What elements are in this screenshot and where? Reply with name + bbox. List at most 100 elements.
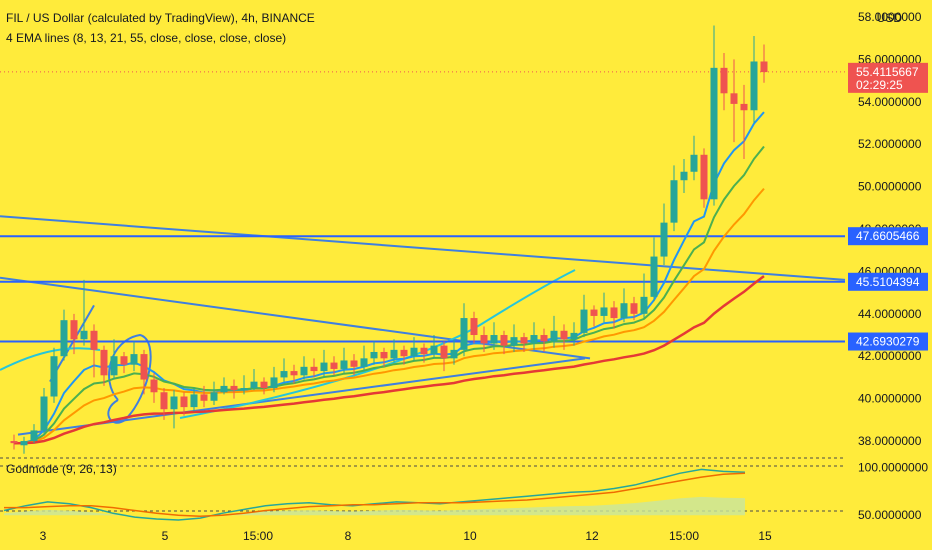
candle-7 xyxy=(70,313,78,355)
candle-body xyxy=(50,356,58,397)
candle-body xyxy=(570,332,578,340)
candle-33 xyxy=(330,356,338,376)
time-tick-label: 15:00 xyxy=(669,529,699,543)
candle-71 xyxy=(710,25,718,206)
oscillator-tick-label: 100.0000000 xyxy=(858,461,928,475)
level-label-3-bg xyxy=(848,332,928,351)
candle-31 xyxy=(310,358,318,378)
candle-body xyxy=(590,309,598,316)
candle-76 xyxy=(760,44,768,83)
candle-56 xyxy=(560,324,568,350)
level-label-1: 47.6605466 xyxy=(856,229,920,243)
candle-body xyxy=(480,335,488,344)
candle-17 xyxy=(170,390,178,429)
candle-body xyxy=(500,335,508,346)
candle-28 xyxy=(280,358,288,382)
godmode-oscillator xyxy=(3,468,746,521)
candle-body xyxy=(730,93,738,104)
candle-14 xyxy=(140,349,148,395)
candle-body xyxy=(20,441,28,446)
candle-body xyxy=(650,256,658,297)
candle-62 xyxy=(620,288,628,323)
candle-48 xyxy=(480,326,488,352)
candle-34 xyxy=(340,347,348,374)
candle-66 xyxy=(660,203,668,266)
candle-27 xyxy=(270,366,278,393)
candle-body xyxy=(310,366,318,372)
candle-body xyxy=(190,394,198,408)
candle-body xyxy=(150,379,158,393)
candle-29 xyxy=(290,364,298,384)
ema-legend[interactable]: 4 EMA lines (8, 13, 21, 55, close, close… xyxy=(6,31,287,45)
candle-39 xyxy=(390,339,398,363)
candle-43 xyxy=(430,335,438,359)
candle-38 xyxy=(380,347,388,367)
candle-body xyxy=(750,61,758,111)
level-label-2: 45.5104394 xyxy=(856,275,920,289)
candle-75 xyxy=(750,36,758,123)
candle-49 xyxy=(490,322,498,350)
candle-body xyxy=(170,396,178,410)
trendline-2 xyxy=(0,276,591,360)
candle-body xyxy=(320,362,328,372)
candle-9 xyxy=(90,324,98,378)
oscillator-slow-line xyxy=(4,472,746,517)
candle-body xyxy=(690,154,698,172)
price-tick-label: 42.0000000 xyxy=(858,349,922,363)
time-tick-label: 12 xyxy=(585,529,599,543)
candle-body xyxy=(390,349,398,359)
candle-44 xyxy=(440,341,448,372)
candle-body xyxy=(140,354,148,380)
candle-2 xyxy=(20,436,28,454)
candle-74 xyxy=(740,84,748,160)
candle-32 xyxy=(320,349,328,378)
candle-body xyxy=(230,385,238,391)
price-tick-label: 52.0000000 xyxy=(858,137,922,151)
candle-15 xyxy=(150,373,158,403)
candle-body xyxy=(120,356,128,365)
candle-4 xyxy=(40,388,48,435)
symbol-legend[interactable]: FIL / US Dollar (calculated by TradingVi… xyxy=(6,11,315,25)
candle-body xyxy=(530,335,538,344)
price-tick-label: 50.0000000 xyxy=(858,180,922,194)
candle-body xyxy=(110,356,118,376)
candle-body xyxy=(720,67,728,94)
horizontal-levels xyxy=(0,235,845,343)
time-axis[interactable]: 3 5 15:00 8 10 12 15:00 15 xyxy=(40,529,772,543)
candle-16 xyxy=(160,388,168,420)
candle-36 xyxy=(360,345,368,372)
grid-lines xyxy=(0,71,845,512)
candle-60 xyxy=(600,292,608,323)
candle-body xyxy=(200,394,208,401)
candle-73 xyxy=(730,59,738,143)
candle-37 xyxy=(370,341,378,365)
candle-body xyxy=(700,154,708,200)
candle-body xyxy=(440,345,448,359)
candle-body xyxy=(640,296,648,314)
price-tick-label: 38.0000000 xyxy=(858,434,922,448)
candlesticks xyxy=(10,25,768,454)
price-axis[interactable]: 38.0000000 40.0000000 42.0000000 44.0000000… xyxy=(858,10,928,522)
candle-5 xyxy=(50,347,58,403)
candle-3 xyxy=(30,424,38,444)
last-price-label: 55.4115667 xyxy=(856,65,919,79)
candle-body xyxy=(60,320,68,357)
candle-body xyxy=(360,358,368,367)
oscillator-legend[interactable]: Godmode (9, 26, 13) xyxy=(6,462,117,476)
candle-40 xyxy=(400,345,408,365)
candle-body xyxy=(210,392,218,401)
candle-body xyxy=(350,360,358,367)
candle-body xyxy=(330,362,338,369)
candle-body xyxy=(100,349,108,376)
last-price-label-bg xyxy=(848,62,928,93)
candle-body xyxy=(260,381,268,389)
candle-18 xyxy=(180,392,188,416)
ema-8-line xyxy=(13,111,765,445)
candle-body xyxy=(550,330,558,342)
level-label-3: 42.6930279 xyxy=(856,335,920,349)
candle-body xyxy=(290,371,298,376)
candle-body xyxy=(430,345,438,355)
oscillator-fast-line xyxy=(3,468,746,521)
